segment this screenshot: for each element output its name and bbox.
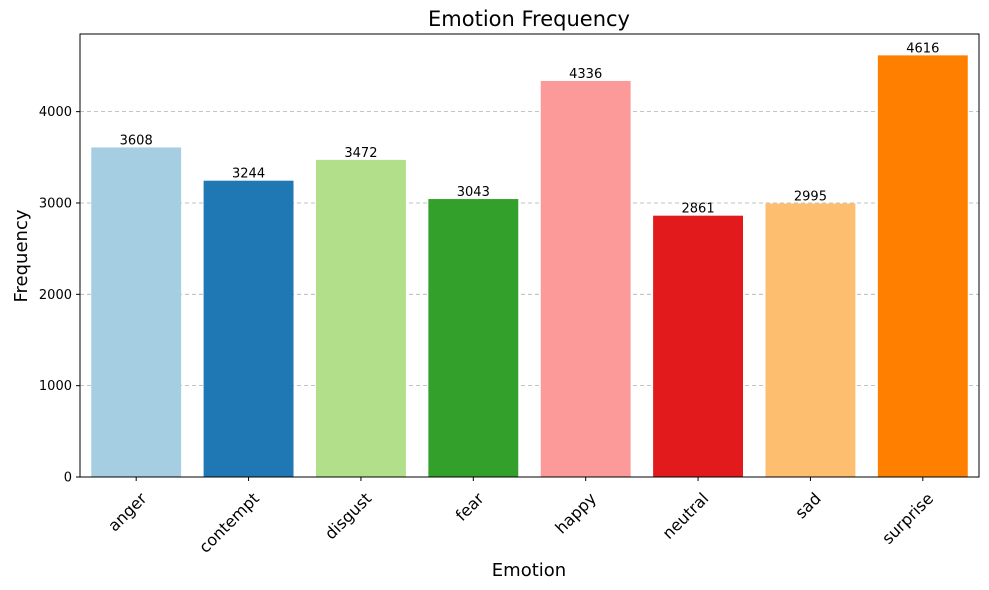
x-tick-label-surprise: surprise [878,489,937,548]
bar-neutral [653,215,744,478]
bar-surprise [877,55,968,478]
x-axis-title: Emotion [492,560,566,581]
y-tick-label: 0 [64,471,72,486]
y-axis-title: Frequency [11,209,32,302]
x-tick-label-happy: happy [551,489,600,538]
y-tick-label: 2000 [39,288,72,303]
bar-anger [91,147,182,478]
bar-contempt [203,180,294,477]
y-tick-label: 4000 [39,105,72,120]
bar-value-label-contempt: 3244 [232,167,265,182]
bar-value-label-surprise: 4616 [906,41,939,56]
chart-title: Emotion Frequency [428,7,630,31]
y-tick-label: 3000 [39,196,72,211]
x-tick-label-disgust: disgust [321,489,375,543]
bar-value-label-happy: 4336 [569,67,602,82]
y-axis-ticks: 0 1000 2000 3000 4000 [39,105,80,486]
plot-frame [79,33,980,478]
bar-value-labels: 3608 3244 3472 3043 4336 2861 2995 4616 [120,41,940,216]
bar-value-label-fear: 3043 [457,185,490,200]
x-tick-label-neutral: neutral [658,489,712,543]
bar-fear [428,199,519,477]
bar-disgust [315,159,406,477]
x-tick-label-contempt: contempt [195,489,263,557]
x-axis-ticks: anger contempt disgust fear happy neutral sad s… [104,477,937,557]
bar-sad [765,203,856,477]
bar-value-label-neutral: 2861 [682,202,715,217]
bars [91,55,968,478]
bar-value-label-disgust: 3472 [344,146,377,161]
x-tick-label-anger: anger [104,489,151,536]
bar-value-label-sad: 2995 [794,189,827,204]
x-tick-label-sad: sad [791,489,824,522]
bar-value-label-anger: 3608 [120,133,153,148]
bar-happy [540,80,631,478]
x-tick-label-fear: fear [452,489,488,525]
y-tick-label: 1000 [39,379,72,394]
